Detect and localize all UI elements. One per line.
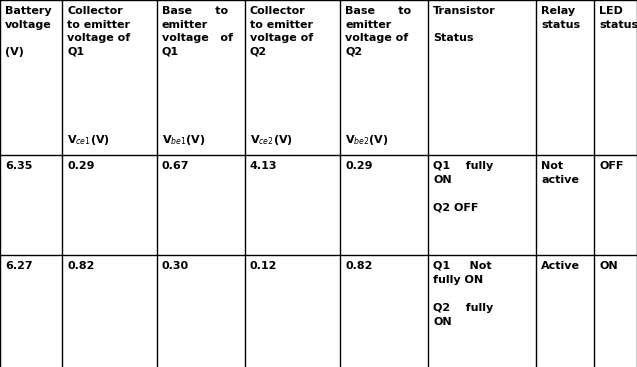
Text: Active: Active — [541, 261, 580, 271]
Text: 0.82: 0.82 — [67, 261, 94, 271]
Text: Collector
to emitter
voltage of
Q2: Collector to emitter voltage of Q2 — [250, 6, 313, 57]
Text: OFF: OFF — [599, 161, 624, 171]
Text: V$_{ce2}$(V): V$_{ce2}$(V) — [250, 133, 293, 147]
Text: Q1     Not
fully ON

Q2    fully
ON: Q1 Not fully ON Q2 fully ON — [433, 261, 493, 327]
Text: V$_{be2}$(V): V$_{be2}$(V) — [345, 133, 389, 147]
Text: 0.67: 0.67 — [162, 161, 189, 171]
Text: 0.29: 0.29 — [67, 161, 94, 171]
Text: 4.13: 4.13 — [250, 161, 278, 171]
Text: LED
status: LED status — [599, 6, 637, 30]
Text: Transistor

Status: Transistor Status — [433, 6, 496, 43]
Text: 0.30: 0.30 — [162, 261, 189, 271]
Text: Relay
status: Relay status — [541, 6, 580, 30]
Text: ON: ON — [599, 261, 618, 271]
Text: Q1    fully
ON

Q2 OFF: Q1 fully ON Q2 OFF — [433, 161, 493, 213]
Text: 6.35: 6.35 — [5, 161, 32, 171]
Text: 0.29: 0.29 — [345, 161, 373, 171]
Text: V$_{ce1}$(V): V$_{ce1}$(V) — [67, 133, 110, 147]
Text: Not
active: Not active — [541, 161, 579, 185]
Text: Collector
to emitter
voltage of
Q1: Collector to emitter voltage of Q1 — [67, 6, 130, 57]
Text: Base      to
emitter
voltage of
Q2: Base to emitter voltage of Q2 — [345, 6, 411, 57]
Text: 0.12: 0.12 — [250, 261, 277, 271]
Text: V$_{be1}$(V): V$_{be1}$(V) — [162, 133, 206, 147]
Text: Battery
voltage

(V): Battery voltage (V) — [5, 6, 52, 57]
Text: 6.27: 6.27 — [5, 261, 32, 271]
Text: Base      to
emitter
voltage   of
Q1: Base to emitter voltage of Q1 — [162, 6, 233, 57]
Text: 0.82: 0.82 — [345, 261, 373, 271]
